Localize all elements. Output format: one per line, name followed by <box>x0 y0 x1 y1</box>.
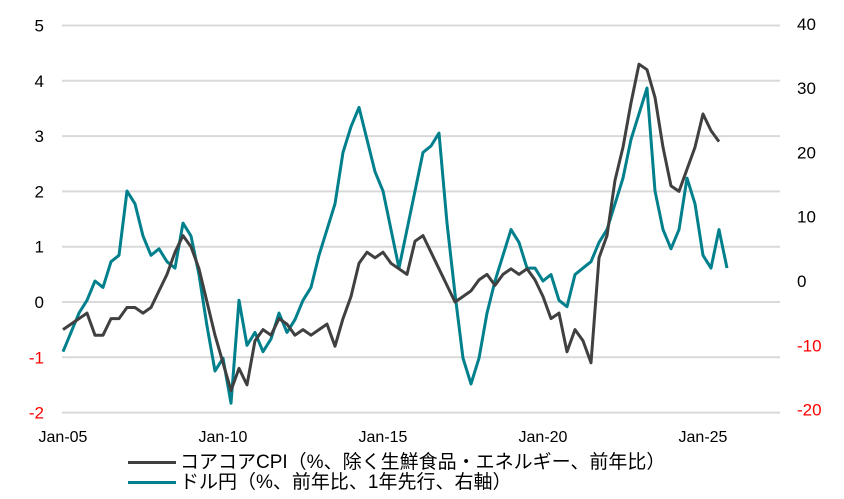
legend-swatch-cpi <box>128 460 176 464</box>
legend-label-cpi: コアコアCPI（%、除く生鮮食品・エネルギー、前年比） <box>180 451 666 473</box>
x-tick-label: Jan-15 <box>359 429 408 446</box>
right-tick-label: -10 <box>797 336 822 355</box>
series-lines <box>61 62 729 405</box>
left-tick-label: 1 <box>35 238 44 257</box>
left-axis-ticks: 5 4 3 2 1 0 -1 -2 <box>29 17 44 423</box>
right-tick-label: 20 <box>797 143 816 162</box>
x-tick-label: Jan-20 <box>519 429 568 446</box>
core-core-cpi-line <box>62 62 721 392</box>
left-tick-label: 5 <box>35 17 44 36</box>
left-tick-label: -1 <box>29 348 44 367</box>
right-axis-ticks: 40 30 20 10 0 -10 -20 <box>797 15 822 420</box>
x-tick-label: Jan-25 <box>679 429 728 446</box>
x-tick-label: Jan-05 <box>39 429 88 446</box>
usdjpy-line <box>61 86 729 405</box>
x-axis-ticks: Jan-05 Jan-10 Jan-15 Jan-20 Jan-25 <box>39 429 728 446</box>
legend-item-core-core-cpi: コアコアCPI（%、除く生鮮食品・エネルギー、前年比） <box>128 452 665 472</box>
left-tick-label: 4 <box>35 72 44 91</box>
right-tick-label: 30 <box>797 79 816 98</box>
gridlines <box>62 24 780 414</box>
legend-item-usdjpy: ドル円（%、前年比、1年先行、右軸） <box>128 472 665 492</box>
left-tick-label: 2 <box>35 182 44 201</box>
right-tick-label: -20 <box>797 401 822 420</box>
left-tick-label: -2 <box>29 404 44 423</box>
right-tick-label: 10 <box>797 208 816 227</box>
x-tick-label: Jan-10 <box>199 429 248 446</box>
right-tick-label: 0 <box>797 272 806 291</box>
legend-label-usdjpy: ドル円（%、前年比、1年先行、右軸） <box>180 471 512 493</box>
right-tick-label: 40 <box>797 15 816 34</box>
left-tick-label: 3 <box>35 127 44 146</box>
left-tick-label: 0 <box>35 293 44 312</box>
legend-swatch-usdjpy <box>128 480 176 484</box>
legend: コアコアCPI（%、除く生鮮食品・エネルギー、前年比） ドル円（%、前年比、1年… <box>128 452 665 492</box>
